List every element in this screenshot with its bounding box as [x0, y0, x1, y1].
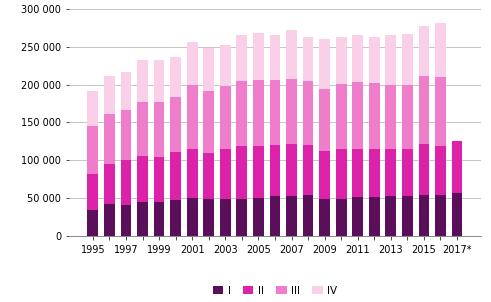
Bar: [319, 199, 330, 236]
Bar: [385, 36, 396, 85]
Bar: [369, 149, 380, 197]
Bar: [187, 41, 197, 85]
Bar: [319, 89, 330, 151]
Bar: [452, 141, 463, 193]
Bar: [402, 85, 413, 149]
Bar: [121, 205, 132, 236]
Bar: [220, 149, 231, 199]
Bar: [353, 197, 363, 236]
Bar: [286, 79, 297, 144]
Bar: [319, 151, 330, 199]
Bar: [121, 160, 132, 205]
Bar: [369, 197, 380, 236]
Bar: [187, 85, 197, 149]
Bar: [121, 72, 132, 110]
Bar: [104, 164, 115, 204]
Bar: [253, 33, 264, 80]
Bar: [369, 83, 380, 149]
Bar: [385, 85, 396, 149]
Bar: [187, 198, 197, 236]
Bar: [137, 60, 148, 102]
Bar: [286, 196, 297, 236]
Bar: [302, 145, 313, 195]
Bar: [353, 149, 363, 197]
Bar: [220, 45, 231, 86]
Bar: [402, 149, 413, 196]
Bar: [203, 153, 214, 199]
Bar: [170, 200, 181, 236]
Bar: [137, 202, 148, 236]
Bar: [137, 156, 148, 202]
Bar: [87, 126, 98, 175]
Bar: [270, 145, 280, 196]
Bar: [154, 60, 164, 102]
Bar: [187, 149, 197, 198]
Bar: [237, 36, 247, 81]
Bar: [154, 202, 164, 236]
Bar: [104, 204, 115, 236]
Bar: [170, 97, 181, 152]
Bar: [385, 149, 396, 196]
Bar: [402, 196, 413, 236]
Bar: [203, 48, 214, 91]
Bar: [435, 77, 446, 146]
Bar: [154, 102, 164, 157]
Bar: [270, 80, 280, 145]
Bar: [336, 84, 347, 149]
Bar: [203, 199, 214, 236]
Bar: [336, 199, 347, 236]
Bar: [220, 199, 231, 236]
Bar: [270, 196, 280, 236]
Bar: [104, 76, 115, 114]
Legend: I, II, III, IV: I, II, III, IV: [209, 281, 341, 300]
Bar: [253, 80, 264, 146]
Bar: [302, 195, 313, 236]
Bar: [336, 149, 347, 199]
Bar: [418, 195, 429, 236]
Bar: [418, 76, 429, 144]
Bar: [87, 91, 98, 126]
Bar: [286, 30, 297, 79]
Bar: [270, 35, 280, 80]
Bar: [286, 144, 297, 196]
Bar: [302, 81, 313, 145]
Bar: [452, 193, 463, 236]
Bar: [203, 91, 214, 153]
Bar: [220, 86, 231, 149]
Bar: [319, 39, 330, 89]
Bar: [170, 152, 181, 200]
Bar: [435, 146, 446, 195]
Bar: [237, 81, 247, 146]
Bar: [237, 146, 247, 199]
Bar: [402, 34, 413, 85]
Bar: [237, 199, 247, 236]
Bar: [418, 26, 429, 76]
Bar: [385, 196, 396, 236]
Bar: [353, 82, 363, 149]
Bar: [369, 37, 380, 83]
Bar: [353, 35, 363, 82]
Bar: [418, 144, 429, 195]
Bar: [253, 146, 264, 198]
Bar: [154, 157, 164, 202]
Bar: [137, 102, 148, 156]
Bar: [302, 37, 313, 81]
Bar: [87, 175, 98, 210]
Bar: [104, 114, 115, 164]
Bar: [121, 110, 132, 160]
Bar: [435, 23, 446, 77]
Bar: [253, 198, 264, 236]
Bar: [87, 210, 98, 236]
Bar: [435, 195, 446, 236]
Bar: [170, 57, 181, 97]
Bar: [336, 37, 347, 84]
